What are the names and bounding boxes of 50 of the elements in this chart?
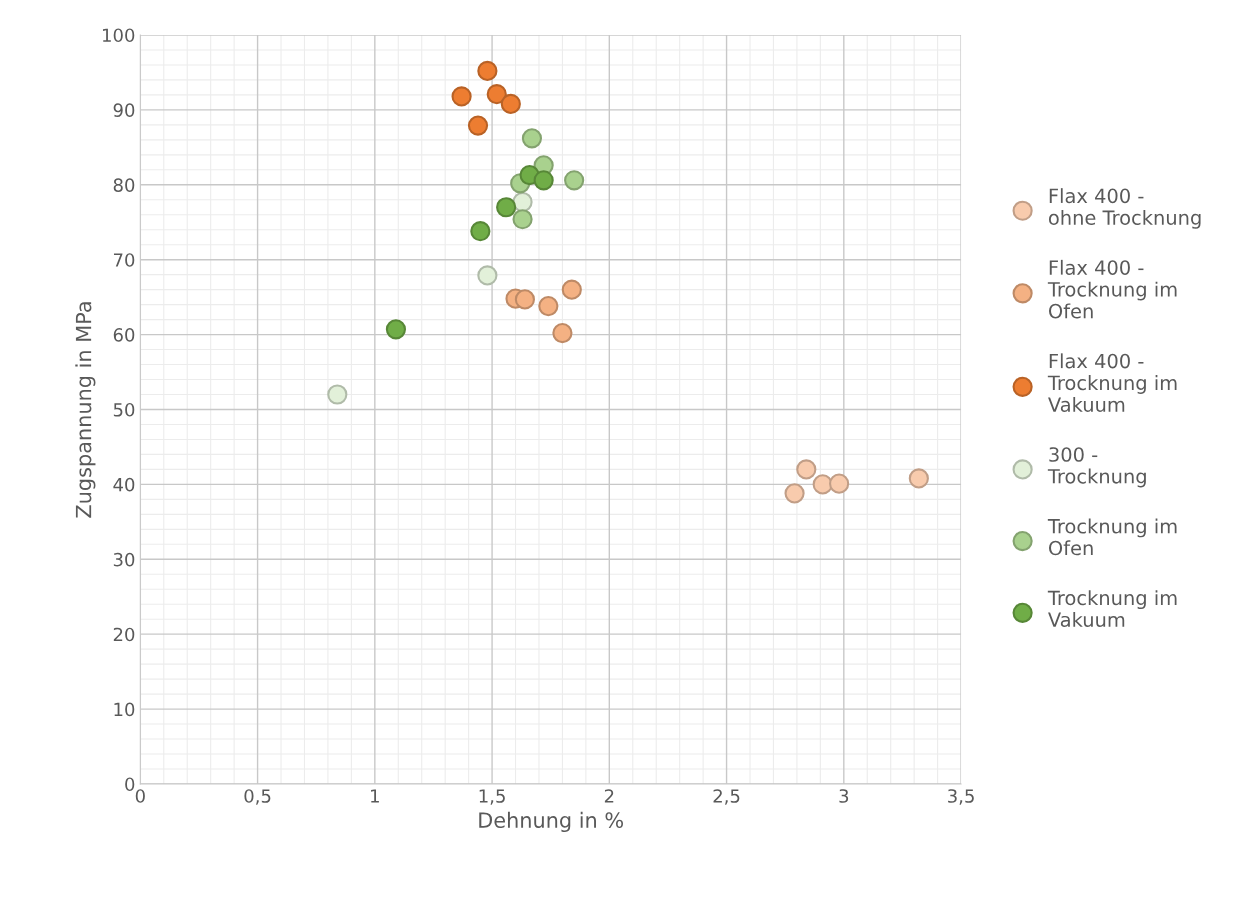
legend-label: Trocknung im Ofen [1047, 518, 1177, 556]
y-tick-label: 60 [113, 328, 135, 342]
point [470, 221, 491, 242]
x-tick-label: 3,5 [948, 789, 974, 805]
point [451, 86, 472, 107]
legend-label: 300 - Trocknung [1047, 447, 1146, 488]
y-tick-label: 10 [114, 702, 135, 717]
y-tick-label: 90 [113, 103, 135, 117]
point [327, 384, 348, 405]
x-tick-label: 3 [839, 789, 849, 803]
point [564, 170, 585, 191]
legend-label: Trocknung im Vakuum [1047, 590, 1177, 628]
y-axis-title: Zugspannung in MPa [75, 302, 96, 518]
point [477, 265, 498, 286]
point [477, 60, 498, 82]
point [385, 319, 407, 340]
x-axis-title: Dehnung in % [479, 811, 624, 833]
point [561, 279, 582, 300]
legend-label: Flax 400 - Trocknung im Vakuum [1047, 353, 1177, 412]
y-tick-label: 30 [113, 552, 135, 567]
y-tick-label: 100 [102, 28, 135, 43]
point [500, 93, 521, 114]
y-tick-label: 40 [113, 477, 135, 492]
point [496, 197, 517, 218]
point [467, 115, 489, 136]
x-tick-label: 1,5 [479, 789, 505, 805]
point [552, 322, 573, 344]
x-tick-label: 0 [135, 789, 145, 803]
x-tick-label: 2,5 [713, 789, 740, 805]
point [812, 474, 833, 495]
y-tick-label: 80 [113, 178, 135, 192]
point [521, 128, 543, 149]
point [486, 84, 507, 105]
point [796, 459, 817, 480]
legend-label: Flax 400 - Trocknung im Ofen [1047, 259, 1177, 319]
y-tick-label: 20 [113, 627, 135, 642]
x-tick-label: 1 [371, 789, 379, 803]
point [514, 289, 535, 310]
point [908, 468, 929, 489]
y-tick-label: 0 [125, 777, 135, 792]
point [829, 473, 850, 494]
point [533, 170, 554, 191]
x-tick-label: 2 [604, 789, 614, 803]
point [512, 209, 533, 230]
y-tick-label: 50 [113, 402, 135, 417]
x-tick-label: 0,5 [244, 789, 271, 805]
y-tick-label: 70 [113, 253, 135, 267]
point [784, 483, 805, 504]
legend-label: Flax 400 - ohne Trocknung [1048, 188, 1201, 229]
point [538, 296, 559, 317]
